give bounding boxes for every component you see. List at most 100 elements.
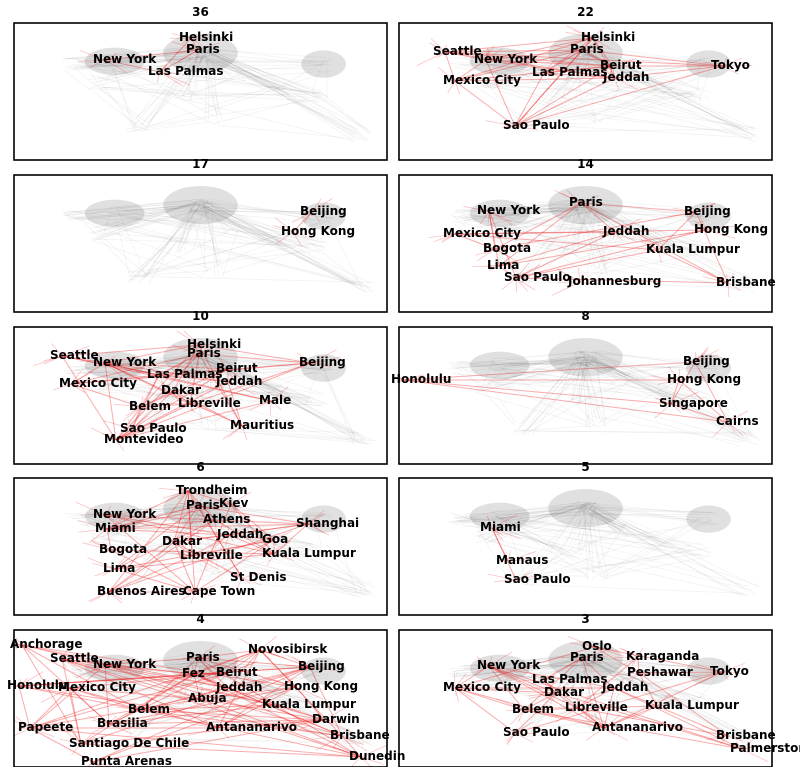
community-route: [436, 51, 446, 59]
background-route: [587, 662, 697, 700]
city-label: Kuala Lumpur: [645, 698, 739, 712]
community-route: [104, 362, 272, 402]
community-route: [479, 210, 490, 225]
community-route: [123, 406, 142, 421]
background-route: [592, 52, 630, 78]
background-route: [510, 664, 576, 669]
community-route: [106, 528, 109, 535]
community-route: [104, 53, 118, 61]
community-route: [454, 687, 525, 711]
community-route: [514, 77, 616, 127]
background-route: [450, 362, 591, 368]
community-route: [515, 277, 518, 293]
community-route: [602, 69, 616, 79]
community-route: [454, 684, 485, 689]
background-route: [191, 661, 375, 744]
background-route: [459, 50, 588, 66]
background-route: [71, 357, 200, 372]
background-route: [464, 509, 504, 520]
community-route: [695, 211, 729, 284]
background-route: [595, 656, 657, 696]
community-route: [29, 727, 55, 738]
background-route: [595, 654, 709, 697]
community-route: [191, 555, 205, 557]
background-route: [590, 202, 596, 211]
background-route: [202, 514, 323, 548]
community-route: [722, 65, 753, 67]
city-label: Dakar: [544, 685, 584, 699]
background-route: [209, 52, 358, 130]
background-route: [583, 53, 591, 56]
background-route: [594, 48, 656, 84]
city-label: Palmerston: [730, 741, 800, 755]
community-route: [197, 645, 216, 659]
community-route: [266, 704, 275, 713]
background-route: [589, 508, 596, 515]
background-route: [587, 656, 699, 710]
background-route: [176, 521, 315, 555]
community-route: [299, 719, 325, 730]
background-route: [596, 52, 749, 131]
community-route: [273, 546, 281, 555]
background-route: [577, 656, 708, 705]
background-route: [585, 359, 654, 392]
background-route: [579, 209, 708, 214]
background-route: [449, 361, 616, 385]
background-route: [190, 89, 193, 99]
community-route: [291, 656, 311, 668]
community-route: [694, 671, 723, 686]
background-route: [706, 398, 761, 442]
background-route: [696, 58, 701, 92]
background-route: [203, 569, 372, 593]
background-route: [130, 513, 195, 575]
community-route: [585, 727, 605, 741]
community-route: [227, 368, 235, 383]
community-route: [350, 756, 362, 767]
community-route: [131, 428, 139, 433]
community-route: [198, 344, 243, 427]
community-route: [104, 362, 123, 377]
background-route: [281, 85, 287, 91]
community-route: [489, 265, 500, 272]
community-route: [104, 344, 200, 364]
community-route: [705, 226, 710, 231]
community-route: [18, 679, 22, 687]
community-route: [592, 37, 611, 50]
community-route: [670, 361, 696, 405]
community-route: [705, 225, 735, 231]
background-route: [106, 676, 234, 687]
background-route: [196, 653, 228, 676]
community-route: [199, 687, 229, 691]
city-label: Jeddah: [602, 224, 649, 238]
community-route: [193, 649, 261, 675]
background-route: [491, 687, 620, 691]
community-route: [514, 732, 534, 743]
background-route: [236, 532, 373, 593]
background-route: [181, 551, 202, 572]
background-route: [101, 70, 330, 89]
community-route: [172, 390, 202, 397]
background-route: [576, 203, 591, 245]
community-route: [227, 687, 343, 737]
background-route: [82, 514, 333, 526]
background-route: [197, 660, 285, 691]
background-route: [127, 270, 132, 284]
community-route: [108, 704, 275, 725]
background-route: [476, 534, 750, 597]
community-route: [92, 761, 99, 767]
background-route: [118, 213, 234, 231]
background-route: [659, 84, 752, 139]
community-route: [106, 505, 199, 530]
background-route: [113, 514, 333, 517]
background-route: [204, 49, 368, 130]
background-route: [482, 362, 582, 392]
background-route: [107, 662, 125, 664]
background-route: [210, 661, 269, 697]
community-route: [131, 390, 174, 430]
background-route: [128, 120, 144, 126]
background-route: [574, 502, 617, 531]
background-route: [456, 202, 585, 212]
background-route: [192, 352, 364, 440]
community-route: [18, 671, 44, 687]
